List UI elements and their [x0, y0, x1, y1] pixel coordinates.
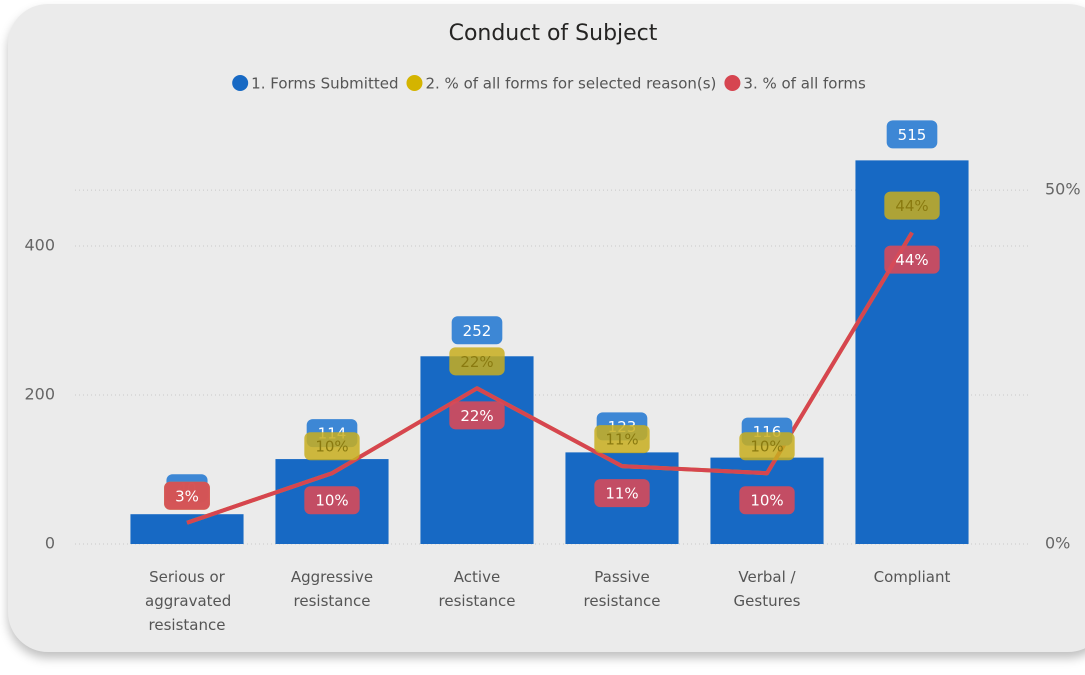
data-label-box: [164, 481, 210, 510]
y-tick-label: 200: [24, 385, 55, 404]
x-tick-label: Active resistance: [438, 568, 516, 610]
x-tick-label: Aggressive resistance: [290, 568, 374, 610]
data-label-box: [304, 432, 360, 461]
bar: [420, 356, 534, 544]
data-label: 22%: [449, 401, 505, 430]
legend-label: 2. % of all forms for selected reason(s): [425, 75, 716, 93]
data-label-box: [884, 245, 940, 274]
data-label-box: [884, 191, 940, 220]
data-label-text: 22%: [460, 353, 493, 371]
y-tick-label: 0: [45, 534, 55, 553]
data-label-box: [739, 432, 795, 461]
data-label: 252: [451, 316, 503, 345]
data-label: 3%: [164, 481, 210, 510]
legend: 1. Forms Submitted 2. % of all forms for …: [232, 75, 866, 93]
data-label-text: 44%: [895, 197, 928, 215]
legend-swatch: [724, 75, 741, 91]
data-label-box: [739, 486, 795, 515]
data-label-box: [594, 479, 650, 508]
data-label-text: 11%: [605, 485, 638, 503]
x-tick-label: Passive resistance: [583, 568, 661, 610]
data-label-text: 10%: [750, 492, 783, 510]
data-label-text: 10%: [315, 438, 348, 456]
chart-title: Conduct of Subject: [449, 21, 658, 46]
data-label: 11%: [594, 425, 650, 454]
data-label-text: 3%: [175, 487, 199, 505]
legend-label: 3. % of all forms: [743, 75, 866, 93]
data-label: 515: [886, 120, 938, 149]
data-label-box: [594, 425, 650, 454]
data-label: 44%: [884, 245, 940, 274]
data-label: 11%: [594, 479, 650, 508]
legend-item: 3. % of all forms: [724, 75, 866, 93]
data-label-box: [449, 401, 505, 430]
data-label-text: 515: [898, 126, 927, 144]
data-label-text: 44%: [895, 251, 928, 269]
x-tick-label: Compliant: [873, 568, 951, 586]
data-label: 22%: [449, 347, 505, 376]
data-label-box: [451, 316, 503, 345]
x-tick-label: Serious or aggravated resistance: [145, 568, 232, 634]
data-label: 10%: [739, 432, 795, 461]
y2-tick-label: 50%: [1045, 180, 1081, 199]
y2-tick-label: 0%: [1045, 534, 1070, 553]
bar: [130, 514, 244, 544]
data-label-text: 10%: [315, 492, 348, 510]
bar: [855, 160, 969, 544]
legend-swatch: [406, 75, 423, 91]
y-tick-label: 400: [24, 236, 55, 255]
x-tick-label: Verbal / Gestures: [733, 568, 801, 610]
legend-item: 1. Forms Submitted: [232, 75, 398, 93]
legend-label: 1. Forms Submitted: [251, 75, 398, 93]
data-label-box: [886, 120, 938, 149]
data-label: 10%: [304, 432, 360, 461]
data-label-text: 11%: [605, 431, 638, 449]
data-label-text: 10%: [750, 438, 783, 456]
data-label-box: [304, 486, 360, 515]
data-label-text: 22%: [460, 407, 493, 425]
data-label: 10%: [304, 486, 360, 515]
data-label-box: [449, 347, 505, 376]
legend-swatch: [232, 75, 249, 91]
data-label: 10%: [739, 486, 795, 515]
data-label: 44%: [884, 191, 940, 220]
data-label-text: 252: [463, 322, 492, 340]
legend-item: 2. % of all forms for selected reason(s): [406, 75, 716, 93]
